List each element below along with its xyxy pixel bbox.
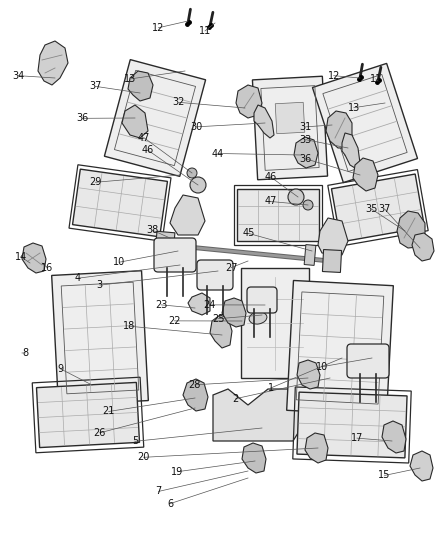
Circle shape	[190, 177, 206, 193]
Polygon shape	[188, 293, 210, 315]
Text: 30: 30	[190, 122, 202, 132]
Text: 28: 28	[189, 380, 201, 390]
Polygon shape	[52, 271, 148, 405]
Polygon shape	[397, 211, 425, 248]
Text: 20: 20	[138, 453, 150, 462]
Polygon shape	[36, 382, 139, 448]
Text: 47: 47	[265, 197, 277, 206]
Text: 10: 10	[113, 257, 125, 267]
Text: 26: 26	[94, 428, 106, 438]
Polygon shape	[304, 245, 316, 265]
Text: 11: 11	[370, 74, 382, 84]
Polygon shape	[122, 105, 148, 138]
Polygon shape	[332, 174, 424, 242]
Polygon shape	[326, 111, 352, 148]
Polygon shape	[275, 102, 305, 134]
Text: 2: 2	[233, 394, 239, 403]
Polygon shape	[318, 218, 348, 255]
Text: 11: 11	[199, 26, 211, 36]
Text: 24: 24	[203, 300, 215, 310]
Text: 17: 17	[351, 433, 363, 443]
Circle shape	[288, 189, 304, 205]
Polygon shape	[254, 105, 274, 138]
Text: 46: 46	[142, 146, 154, 155]
Text: 38: 38	[146, 225, 159, 235]
FancyBboxPatch shape	[347, 344, 389, 378]
Text: 12: 12	[152, 23, 165, 33]
Text: 33: 33	[300, 135, 312, 144]
Polygon shape	[222, 298, 246, 327]
Text: 16: 16	[41, 263, 53, 272]
Text: 44: 44	[212, 149, 224, 158]
Polygon shape	[155, 231, 175, 255]
Polygon shape	[183, 379, 208, 411]
Text: 1: 1	[268, 383, 274, 393]
FancyBboxPatch shape	[154, 238, 196, 272]
Polygon shape	[353, 158, 378, 191]
Text: 37: 37	[378, 204, 391, 214]
Polygon shape	[312, 63, 417, 183]
Text: 25: 25	[212, 314, 224, 324]
Polygon shape	[297, 392, 407, 458]
Polygon shape	[297, 360, 320, 389]
Polygon shape	[412, 233, 434, 261]
Polygon shape	[382, 421, 406, 453]
Polygon shape	[210, 315, 232, 348]
Polygon shape	[170, 195, 205, 235]
Text: 32: 32	[173, 98, 185, 107]
Circle shape	[187, 168, 197, 178]
Polygon shape	[22, 243, 46, 273]
Text: 22: 22	[168, 316, 180, 326]
Polygon shape	[236, 85, 262, 118]
Text: 14: 14	[15, 252, 27, 262]
Polygon shape	[73, 169, 167, 237]
Text: 21: 21	[102, 407, 115, 416]
Text: 47: 47	[138, 133, 150, 142]
Text: 9: 9	[57, 364, 64, 374]
Text: 13: 13	[348, 103, 360, 112]
Circle shape	[303, 200, 313, 210]
Polygon shape	[242, 443, 266, 473]
Polygon shape	[286, 280, 393, 416]
Text: 36: 36	[300, 154, 312, 164]
Text: 31: 31	[300, 122, 312, 132]
Text: 45: 45	[243, 229, 255, 238]
Text: 8: 8	[22, 348, 28, 358]
Polygon shape	[294, 137, 318, 168]
Polygon shape	[38, 41, 68, 85]
Text: 13: 13	[124, 74, 137, 84]
Text: 23: 23	[155, 300, 167, 310]
Polygon shape	[128, 71, 153, 101]
Text: 35: 35	[365, 204, 378, 214]
Text: 3: 3	[97, 280, 103, 290]
Text: 15: 15	[378, 471, 391, 480]
Polygon shape	[342, 133, 360, 168]
Polygon shape	[213, 389, 303, 441]
Text: 19: 19	[171, 467, 184, 477]
Polygon shape	[104, 60, 205, 176]
Text: 5: 5	[132, 437, 138, 446]
Ellipse shape	[249, 312, 267, 324]
Text: 29: 29	[89, 177, 102, 187]
Text: 7: 7	[155, 487, 162, 496]
FancyBboxPatch shape	[247, 287, 277, 313]
Text: 36: 36	[76, 114, 88, 123]
Text: 37: 37	[89, 82, 102, 91]
Text: 18: 18	[123, 321, 135, 331]
Polygon shape	[410, 451, 433, 481]
Text: 4: 4	[75, 273, 81, 283]
Polygon shape	[241, 268, 309, 378]
Polygon shape	[305, 433, 328, 463]
Polygon shape	[237, 189, 319, 241]
Text: 34: 34	[12, 71, 25, 80]
Polygon shape	[322, 249, 342, 272]
Text: 12: 12	[328, 71, 340, 80]
FancyBboxPatch shape	[197, 260, 233, 290]
Text: 46: 46	[265, 172, 277, 182]
Text: 6: 6	[167, 499, 173, 508]
Text: 27: 27	[225, 263, 237, 272]
Polygon shape	[252, 76, 328, 180]
Text: 10: 10	[316, 362, 328, 372]
